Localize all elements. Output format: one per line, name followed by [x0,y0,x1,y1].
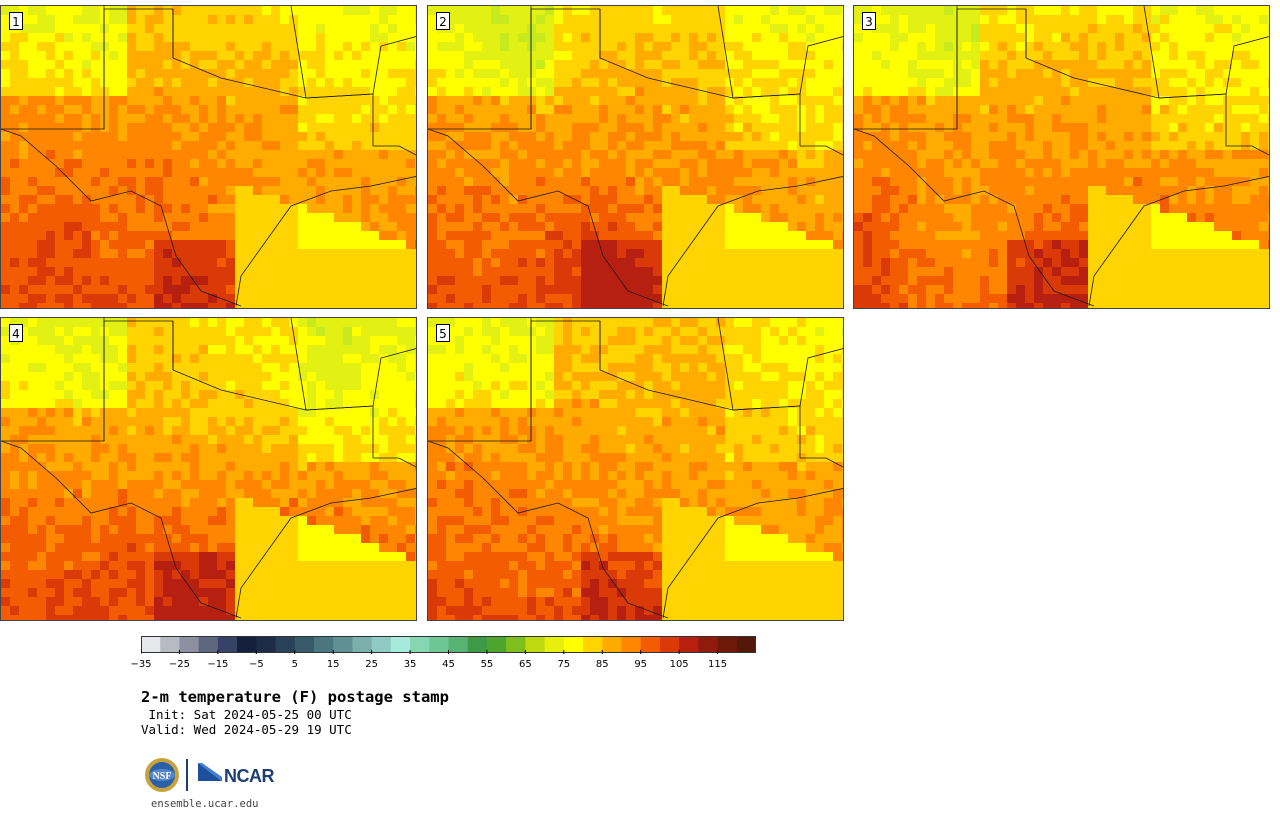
colorbar-swatch [256,636,276,653]
colorbar-swatch [390,636,411,653]
colorbar-swatch [563,636,584,653]
colorbar-swatch [198,636,219,653]
colorbar-swatch [410,636,430,653]
colorbar-tick-label: 45 [442,659,455,670]
ncar-logo-text: NCAR [224,766,275,786]
chart-title: 2-m temperature (F) postage stamp [141,688,449,706]
colorbar-swatch [544,636,565,653]
colorbar-swatch [525,636,545,653]
colorbar-swatch [141,636,161,653]
colorbar-swatch [333,636,353,653]
map-2-canvas [428,6,843,308]
panel-number-3: 3 [862,12,876,30]
ncar-logo-mark [198,763,222,781]
colorbar-swatch [717,636,738,653]
valid-time: Valid: Wed 2024-05-29 19 UTC [141,722,352,737]
colorbar-swatch [160,636,180,653]
colorbar-swatch [640,636,661,653]
colorbar-swatch [736,636,756,653]
colorbar-swatch [429,636,449,653]
colorbar-swatch [371,636,392,653]
colorbar-swatch [698,636,718,653]
colorbar-swatch [621,636,642,653]
map-panel-4: 4 [0,317,417,621]
map-3-canvas [854,6,1269,308]
colorbar-swatch [467,636,488,653]
logo-group: NSF [145,758,222,792]
map-5-canvas [428,318,843,620]
colorbar-swatch [659,636,680,653]
colorbar-swatch [486,636,507,653]
nsf-logo: NSF [145,758,179,792]
colorbar-tick-label: 5 [291,659,298,670]
map-1-canvas [1,6,416,308]
panel-number-2: 2 [436,12,450,30]
colorbar-swatch [602,636,622,653]
colorbar-tick-label: 105 [669,659,689,670]
panel-number-4: 4 [9,324,23,342]
panel-number-1: 1 [9,12,23,30]
colorbar-swatch [506,636,526,653]
colorbar-swatch [275,636,296,653]
colorbar-tick-label: 85 [595,659,609,670]
colorbar-tick-label: 75 [557,659,571,670]
colorbar-swatch [294,636,315,653]
colorbar-swatch [237,636,257,653]
map-panel-3: 3 [853,5,1270,309]
map-panel-5: 5 [427,317,844,621]
colorbar-swatch [448,636,469,653]
colorbar-tick-label: −15 [207,659,229,670]
temperature-colorbar [141,636,756,654]
colorbar-swatch [217,636,238,653]
colorbar-swatch [583,636,603,653]
colorbar-tick-label: 65 [519,659,532,670]
colorbar-tick-label: 35 [403,659,417,670]
panel-number-5: 5 [436,324,450,342]
colorbar-tick-label: 95 [634,659,648,670]
colorbar-tick-label: 25 [365,659,378,670]
colorbar-swatch [679,636,699,653]
colorbar-tick-label: 15 [326,659,340,670]
map-panel-2: 2 [427,5,844,309]
nsf-logo-text: NSF [153,771,172,782]
map-4-canvas [1,318,416,620]
colorbar-swatch [352,636,373,653]
colorbar-tick-label: 115 [708,659,728,670]
colorbar-swatch [313,636,334,653]
map-panel-1: 1 [0,5,417,309]
website-url: ensemble.ucar.edu [151,798,259,810]
colorbar-tick-label: −25 [168,659,190,670]
colorbar-tick-label: −35 [130,659,152,670]
init-time: Init: Sat 2024-05-25 00 UTC [141,707,352,722]
colorbar-swatch [179,636,200,653]
colorbar-tick-label: −5 [248,659,264,670]
colorbar-tick-label: 55 [480,659,494,670]
